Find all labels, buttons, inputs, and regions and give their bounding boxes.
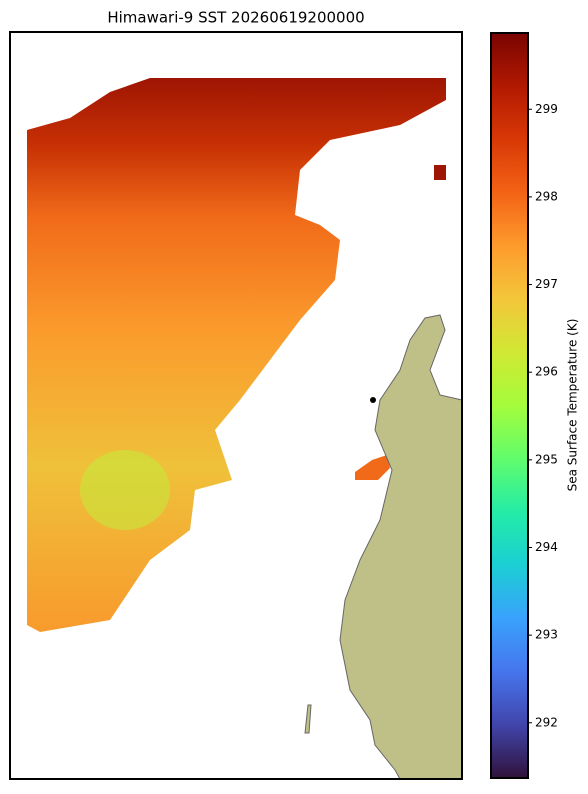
sst-patch — [355, 455, 390, 480]
colorbar-label: Sea Surface Temperature (K) — [566, 319, 580, 492]
colorbar-tick-label: 295 — [535, 452, 558, 466]
colorbar-tick-label: 298 — [535, 189, 558, 203]
colorbar — [490, 32, 529, 779]
sst-warm-patch — [80, 450, 170, 530]
title: Himawari-9 SST 20260619200000 — [107, 9, 364, 27]
island-dot — [370, 397, 376, 403]
colorbar-tick-label: 296 — [535, 365, 558, 379]
island — [304, 704, 312, 734]
colorbar-tick-label: 292 — [535, 715, 558, 729]
colorbar-tick-label: 299 — [535, 102, 558, 116]
sst-patch — [434, 165, 446, 180]
land — [339, 314, 463, 780]
colorbar-tick-label: 297 — [535, 277, 558, 291]
colorbar-tick-label: 294 — [535, 540, 558, 554]
map-frame — [9, 31, 463, 780]
colorbar-tick-label: 293 — [535, 628, 558, 642]
